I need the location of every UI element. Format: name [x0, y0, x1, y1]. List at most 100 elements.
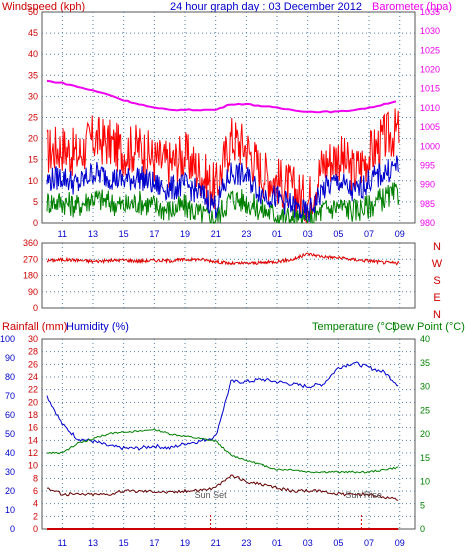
temperature-panel-series: Sun Set Sun Rise — [46, 361, 399, 530]
barometer-tick: 995 — [420, 160, 435, 170]
temperature-tick: 25 — [420, 405, 430, 415]
barometer-axis-label: Barometer (hpa) — [372, 1, 452, 13]
compass-label: W — [432, 258, 443, 270]
rainfall-tick: 90 — [5, 353, 15, 363]
humidity-tick: 18 — [28, 410, 38, 420]
rainfall-tick: 50 — [5, 429, 15, 439]
rainfall-tick: 10 — [5, 505, 15, 515]
windspeed-tick: 0 — [33, 218, 38, 228]
x-tick-label: 21 — [211, 229, 221, 239]
direction-tick: 0 — [33, 303, 38, 313]
wind-panel-series — [46, 79, 400, 225]
sun-event-label: Sun Rise — [345, 490, 382, 500]
x-tick-label: 01 — [272, 538, 282, 548]
windspeed-tick: 45 — [28, 28, 38, 38]
windspeed-tick: 30 — [28, 91, 38, 101]
x-tick-label: 03 — [303, 229, 313, 239]
x-tick-label: 15 — [119, 229, 129, 239]
x-tick-label: 19 — [180, 229, 190, 239]
barometer-tick: 1020 — [420, 65, 440, 75]
rainfall-tick: 70 — [5, 391, 15, 401]
x-tick-label: 09 — [395, 229, 405, 239]
series-line-wind-direction — [46, 252, 400, 266]
humidity-tick: 20 — [28, 397, 38, 407]
series-line-wind-low — [46, 182, 400, 225]
windspeed-tick: 40 — [28, 49, 38, 59]
x-tick-label: 07 — [364, 538, 374, 548]
direction-tick: 360 — [23, 238, 38, 248]
x-tick-label: 05 — [333, 229, 343, 239]
temperature-tick: 0 — [420, 524, 425, 534]
temperature-axis-label: Temperature (°C) — [312, 321, 396, 333]
series-line-wind-gust — [46, 155, 400, 223]
humidity-tick: 6 — [33, 486, 38, 496]
humidity-tick: 4 — [33, 499, 38, 509]
x-tick-label: 05 — [333, 538, 343, 548]
windspeed-tick: 35 — [28, 70, 38, 80]
barometer-tick: 1025 — [420, 45, 440, 55]
series-line-humidity — [46, 474, 399, 501]
x-tick-label: 15 — [119, 538, 129, 548]
humidity-tick: 14 — [28, 435, 38, 445]
x-tick-label: 11 — [58, 229, 67, 239]
humidity-tick: 28 — [28, 347, 38, 357]
windspeed-tick: 25 — [28, 113, 38, 123]
humidity-tick: 24 — [28, 372, 38, 382]
compass-label: E — [433, 292, 440, 304]
x-tick-label: 21 — [211, 538, 221, 548]
direction-tick: 270 — [23, 254, 38, 264]
windspeed-tick: 5 — [33, 197, 38, 207]
rainfall-tick: 30 — [5, 467, 15, 477]
rainfall-tick: 80 — [5, 372, 15, 382]
graph-title: 24 hour graph day : 03 December 2012 — [170, 1, 362, 13]
temperature-panel-axes: 0102030405060708090100024681012141618202… — [0, 334, 430, 548]
humidity-tick: 22 — [28, 385, 38, 395]
x-tick-label: 23 — [241, 229, 251, 239]
temperature-tick: 35 — [420, 358, 430, 368]
windspeed-tick: 10 — [28, 176, 38, 186]
humidity-tick: 12 — [28, 448, 38, 458]
temperature-panel-frame — [41, 338, 416, 530]
barometer-tick: 1005 — [420, 122, 440, 132]
x-tick-label: 09 — [395, 538, 405, 548]
windspeed-tick: 50 — [28, 7, 38, 17]
windspeed-axis-label: Windspeed (kph) — [2, 1, 85, 13]
x-tick-label: 13 — [88, 229, 98, 239]
humidity-tick: 8 — [33, 473, 38, 483]
barometer-tick: 1030 — [420, 26, 440, 36]
temperature-tick: 15 — [420, 453, 430, 463]
sun-event-label: Sun Set — [195, 490, 228, 500]
humidity-tick: 26 — [28, 359, 38, 369]
rainfall-tick: 40 — [5, 448, 15, 458]
direction-tick: 90 — [28, 287, 38, 297]
wind-panel-axes: 0510152025303540455098098599099510001005… — [28, 7, 440, 239]
compass-label: N — [433, 241, 441, 253]
temperature-tick: 40 — [420, 334, 430, 344]
barometer-tick: 1010 — [420, 103, 440, 113]
temperature-tick: 20 — [420, 429, 430, 439]
direction-panel-series — [46, 252, 400, 266]
humidity-tick: 30 — [28, 334, 38, 344]
x-tick-label: 17 — [149, 538, 159, 548]
temperature-tick: 10 — [420, 477, 430, 487]
windspeed-tick: 20 — [28, 134, 38, 144]
x-tick-label: 11 — [58, 538, 67, 548]
humidity-axis-label: Humidity (%) — [66, 321, 129, 333]
rainfall-tick: 20 — [5, 486, 15, 496]
x-tick-label: 07 — [364, 229, 374, 239]
humidity-tick: 10 — [28, 461, 38, 471]
direction-panel-grid — [42, 243, 415, 308]
series-line-wind-avg — [46, 108, 400, 224]
x-tick-label: 19 — [180, 538, 190, 548]
series-line-temperature — [46, 361, 399, 451]
barometer-tick: 1035 — [420, 7, 440, 17]
x-tick-label: 13 — [88, 538, 98, 548]
rainfall-axis-label: Rainfall (mm) — [2, 321, 67, 333]
rainfall-tick: 60 — [5, 410, 15, 420]
direction-tick: 180 — [23, 271, 38, 281]
barometer-tick: 1015 — [420, 84, 440, 94]
barometer-tick: 985 — [420, 199, 435, 209]
compass-label: N — [433, 309, 441, 321]
